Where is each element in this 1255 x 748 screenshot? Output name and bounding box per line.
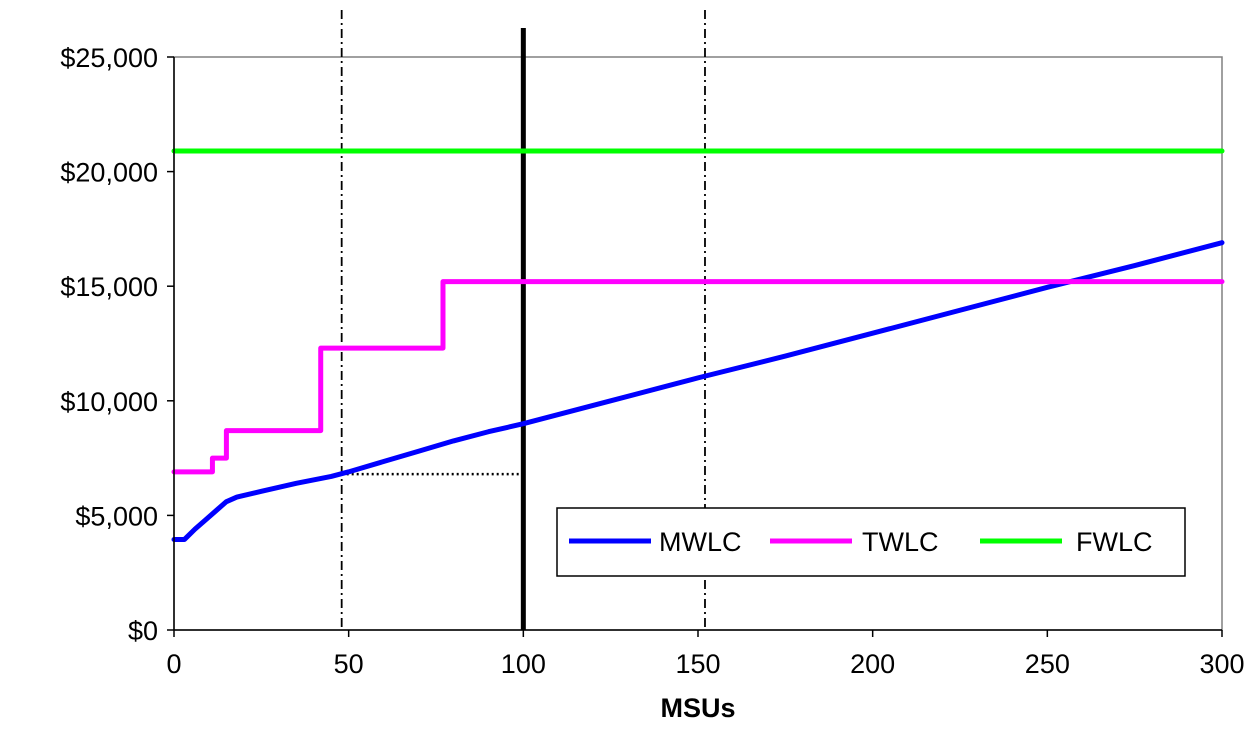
legend-label-twlc: TWLC <box>862 527 939 557</box>
x-tick-label: 250 <box>1025 649 1070 679</box>
legend-label-fwlc: FWLC <box>1076 527 1153 557</box>
legend-label-mwlc: MWLC <box>659 527 742 557</box>
legend: MWLC TWLC FWLC <box>556 507 1186 577</box>
y-tick-label: $0 <box>128 616 158 646</box>
x-tick-label: 200 <box>850 649 895 679</box>
legend-box <box>556 507 1186 577</box>
series-line-twlc <box>171 279 1225 475</box>
y-tick-label: $20,000 <box>60 158 158 188</box>
series-lines <box>171 148 1225 542</box>
y-tick-label: $5,000 <box>75 501 158 531</box>
x-tick-label: 0 <box>166 649 181 679</box>
series-line-mwlc <box>171 240 1225 542</box>
y-tick-label: $10,000 <box>60 387 158 417</box>
x-tick-label: 50 <box>334 649 364 679</box>
y-tick-label: $15,000 <box>60 272 158 302</box>
y-tick-label: $25,000 <box>60 43 158 73</box>
axes: $0 $5,000 $10,000 $15,000 $20,000 $25,000 0 50 1… <box>60 43 1244 679</box>
x-tick-label: 300 <box>1199 649 1244 679</box>
x-axis-title: MSUs <box>660 693 735 723</box>
x-tick-label: 100 <box>501 649 546 679</box>
x-tick-label: 150 <box>675 649 720 679</box>
